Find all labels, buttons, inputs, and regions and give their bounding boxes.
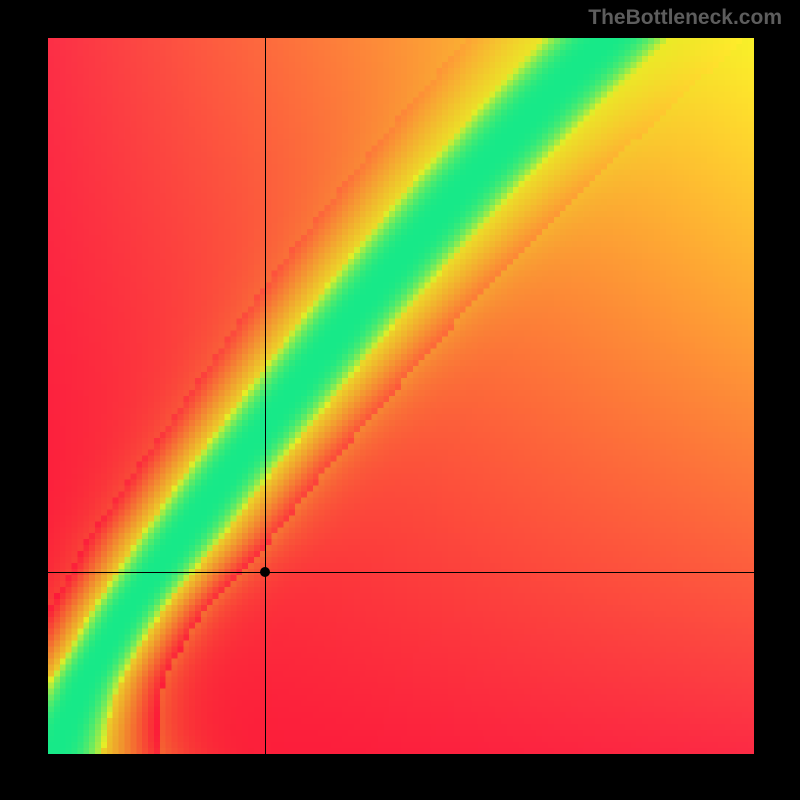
crosshair-horizontal — [48, 572, 754, 573]
crosshair-vertical — [265, 38, 266, 754]
plot-area — [48, 38, 754, 754]
crosshair-dot — [260, 567, 270, 577]
heatmap-canvas — [48, 38, 754, 754]
attribution-text: TheBottleneck.com — [588, 6, 782, 30]
chart-container: TheBottleneck.com — [0, 0, 800, 800]
